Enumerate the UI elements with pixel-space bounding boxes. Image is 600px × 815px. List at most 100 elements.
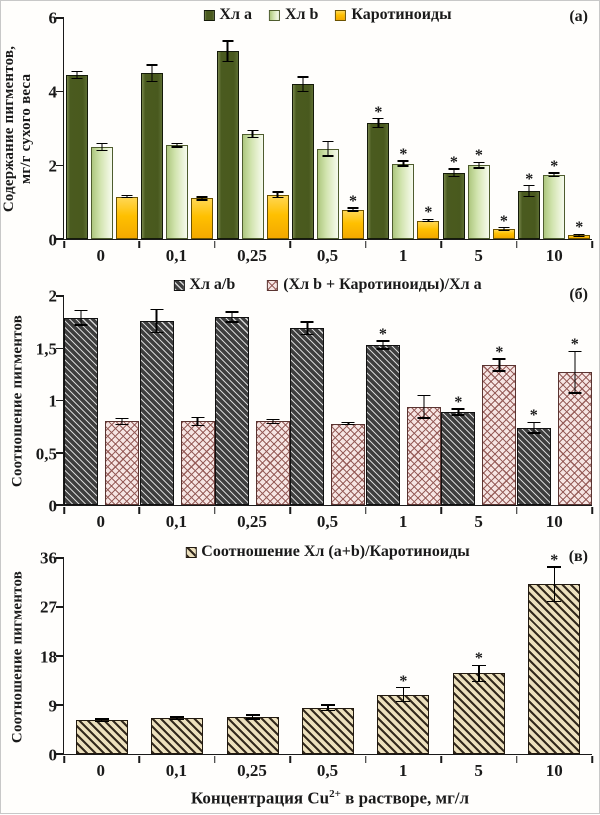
error-bar-line bbox=[231, 311, 233, 323]
bar-cell bbox=[291, 18, 314, 239]
error-bar-line bbox=[528, 185, 530, 197]
y-tick-label: 2 bbox=[48, 286, 58, 306]
x-tick-mark bbox=[214, 506, 216, 514]
bar bbox=[75, 720, 128, 754]
y-axis-a: 0 2 4 6 bbox=[35, 10, 63, 249]
error-bar-cap-top bbox=[527, 421, 541, 424]
bar-cell bbox=[64, 296, 99, 505]
error-bar-line bbox=[453, 169, 455, 177]
significance-asterisk: * bbox=[570, 336, 579, 354]
x-category-label: 0,5 bbox=[316, 246, 339, 265]
error-bar-cap-top bbox=[568, 350, 582, 353]
error-bar bbox=[448, 168, 460, 178]
error-bar-line bbox=[302, 76, 304, 92]
bar bbox=[139, 321, 174, 505]
y-axis-title-text: Соотношение пигментов bbox=[9, 570, 26, 743]
legend-item: Хл a/b bbox=[173, 277, 235, 293]
error-bar bbox=[266, 418, 280, 425]
bar-group: * * * bbox=[517, 18, 592, 239]
bar bbox=[392, 163, 415, 239]
error-bar-cap-top bbox=[121, 194, 133, 197]
bar-group bbox=[64, 296, 140, 505]
y-tick-label: 1 bbox=[48, 391, 58, 411]
x-category-label: 0,5 bbox=[316, 512, 339, 531]
error-bar-line bbox=[76, 71, 78, 79]
bar-group: * * bbox=[516, 296, 592, 505]
bar-cell: * bbox=[482, 296, 517, 505]
error-bar-line bbox=[327, 705, 329, 711]
error-bar bbox=[397, 160, 409, 167]
bar-cell bbox=[215, 296, 250, 505]
error-bar-cap-top bbox=[471, 664, 486, 667]
bar-group: * * * bbox=[441, 18, 516, 239]
plot-area-b: * * * * * bbox=[56, 295, 593, 514]
error-bar-cap-top bbox=[74, 309, 88, 312]
y-tick-label: 27 bbox=[40, 597, 57, 617]
error-bar-cap-top bbox=[225, 311, 239, 313]
error-bar-cap-top bbox=[547, 566, 562, 568]
y-tick-label: 4 bbox=[48, 82, 58, 102]
error-bar-cap-top bbox=[448, 168, 460, 170]
significance-asterisk: * bbox=[449, 154, 458, 172]
error-bar bbox=[527, 421, 541, 434]
chart-panel-a: Содержание пигментов, мг/г сухого веса 0… bbox=[1, 3, 597, 269]
bar-cell bbox=[331, 296, 366, 505]
error-bar-cap-bottom bbox=[523, 195, 535, 198]
x-tick-mark bbox=[214, 240, 216, 248]
error-bar-line bbox=[574, 351, 576, 394]
error-bar-cap-bottom bbox=[222, 60, 234, 63]
y-tick-mark bbox=[56, 753, 64, 755]
legend-swatch-icon bbox=[268, 9, 280, 21]
y-tick-label: 2 bbox=[48, 156, 58, 176]
bar bbox=[266, 194, 289, 239]
error-bar-cap-top bbox=[150, 308, 164, 311]
error-bar-cap-bottom bbox=[320, 709, 335, 712]
bar-cell: * bbox=[516, 296, 551, 505]
bar-cell: * bbox=[528, 552, 581, 754]
bar-group bbox=[64, 558, 139, 754]
significance-asterisk: * bbox=[424, 204, 433, 222]
error-bar bbox=[150, 308, 164, 334]
bar bbox=[65, 75, 88, 239]
bar bbox=[316, 148, 339, 239]
error-bar-cap-bottom bbox=[568, 392, 582, 394]
error-bar-cap-bottom bbox=[71, 77, 83, 80]
y-tick-mark bbox=[56, 90, 64, 93]
error-bar-line bbox=[126, 195, 128, 198]
error-bar-line bbox=[306, 322, 309, 335]
plot-area-a: * * * * * * * * * * bbox=[56, 17, 593, 248]
bar-cell: * bbox=[543, 18, 566, 239]
x-tick-mark bbox=[138, 240, 141, 248]
error-bar-line bbox=[402, 687, 405, 702]
error-bar-cap-bottom bbox=[94, 720, 109, 723]
error-bar bbox=[191, 416, 205, 427]
error-bar-line bbox=[276, 191, 279, 198]
error-bar-cap-top bbox=[96, 142, 108, 145]
error-bar-line bbox=[498, 358, 501, 372]
error-bar bbox=[297, 76, 309, 93]
error-bar bbox=[245, 714, 260, 720]
error-bar-line bbox=[201, 197, 203, 200]
x-tick-mark bbox=[63, 755, 65, 763]
error-bar bbox=[547, 566, 562, 603]
y-axis-b: 0 0,5 1 1,5 2 bbox=[35, 288, 63, 515]
panel-label-v: (в) bbox=[568, 548, 588, 565]
bar-group bbox=[215, 18, 290, 239]
error-bar bbox=[272, 191, 284, 199]
error-bar bbox=[196, 196, 208, 201]
x-category-label: 0,25 bbox=[237, 512, 267, 531]
error-bar bbox=[121, 194, 133, 199]
error-bar-cap-top bbox=[115, 417, 129, 420]
x-category-label: 0,1 bbox=[165, 512, 187, 531]
bar-cell bbox=[105, 296, 140, 505]
bar-group: * * bbox=[441, 296, 517, 505]
legend-swatch-icon bbox=[203, 9, 215, 21]
legend-label: Каротиноиды bbox=[351, 6, 452, 23]
error-bar-line bbox=[352, 208, 354, 212]
plot-area-v: * * * bbox=[56, 552, 593, 763]
bar bbox=[141, 73, 164, 239]
bar-group: * bbox=[365, 296, 441, 505]
bar-cell bbox=[290, 296, 325, 505]
error-bar-cap-bottom bbox=[225, 321, 239, 323]
error-bar-cap-top bbox=[94, 718, 109, 720]
